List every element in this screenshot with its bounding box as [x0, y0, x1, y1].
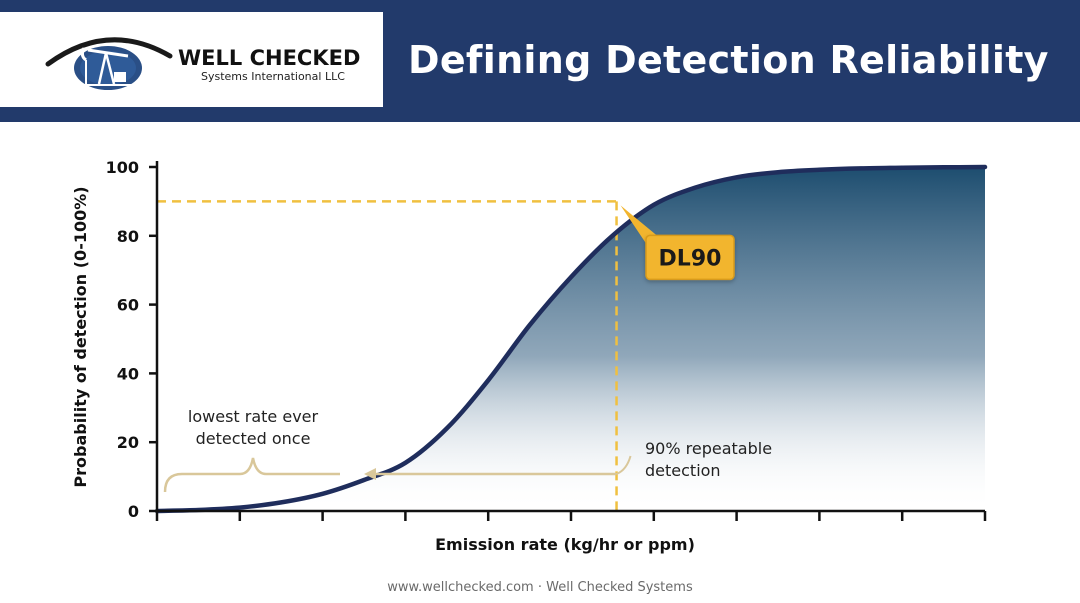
logo-name: WELL CHECKED: [178, 46, 361, 70]
y-tick-label: 20: [117, 433, 139, 452]
repeatable-detection-leader: [616, 455, 632, 475]
pumpjack-eye-icon: [45, 37, 173, 90]
repeatable-detection-annotation: 90% repeatable detection: [645, 439, 772, 480]
y-tick-label: 60: [117, 296, 139, 315]
logo: WELL CHECKED Systems International LLC: [0, 12, 383, 107]
footer: www.wellchecked.com · Well Checked Syste…: [387, 580, 693, 595]
probability-area-fill: [157, 167, 985, 511]
y-axis-label: Probability of detection (0-100%): [71, 186, 90, 487]
lowest-rate-brace: [163, 457, 340, 493]
detection-probability-curve: [154, 164, 988, 514]
dl90-callout: [645, 234, 735, 281]
y-tick-label: 0: [128, 502, 139, 521]
y-tick-label: 40: [117, 364, 139, 383]
y-tick-label: 100: [106, 158, 139, 177]
logo-subtitle: Systems International LLC: [201, 70, 345, 83]
page-title: Defining Detection Reliability: [408, 38, 1049, 82]
lowest-rate-annotation: lowest rate ever detected once: [188, 407, 319, 448]
repeatable-detection-arrow-head: [364, 468, 376, 480]
detection-probability-chart: 0 20 40 60 80 100 Emission rate (kg/hr or ppm)…: [71, 158, 988, 554]
x-axis-label: Emission rate (kg/hr or ppm): [435, 535, 695, 554]
y-tick-label: 80: [117, 227, 139, 246]
dl90-label: DL90: [659, 246, 722, 271]
